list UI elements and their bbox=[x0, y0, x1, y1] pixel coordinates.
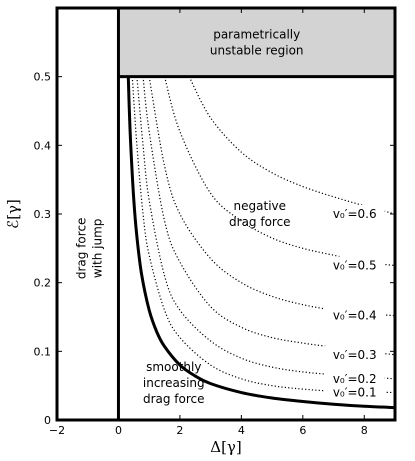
series-label-bg-5 bbox=[324, 256, 385, 273]
region-label-unstable: parametrically unstable region bbox=[210, 27, 304, 57]
x-tick-label: 0 bbox=[115, 424, 122, 437]
x-tick-label: −2 bbox=[49, 424, 65, 437]
y-tick-label: 0.2 bbox=[34, 277, 52, 290]
series-line-6 bbox=[188, 76, 396, 215]
region-label-negative: negative drag force bbox=[229, 199, 291, 229]
unstable-region-fill bbox=[118, 8, 396, 77]
series-label-4: v₀′=0.4 bbox=[333, 309, 377, 323]
series-label-5: v₀′=0.5 bbox=[333, 259, 377, 273]
series-label-2: v₀′=0.2 bbox=[333, 372, 377, 386]
x-tick-label: 8 bbox=[361, 424, 368, 437]
series-label-bg-6 bbox=[324, 205, 385, 221]
region-label-jump-line: drag force bbox=[75, 218, 89, 280]
y-tick-label: 0.5 bbox=[34, 71, 52, 84]
y-tick-label: 0.3 bbox=[34, 208, 52, 221]
ticks-layer: −2 0 2 4 6 800.10.20.30.40.5 bbox=[34, 8, 395, 437]
series-label-bg-3 bbox=[324, 345, 385, 362]
x-tick-label: 6 bbox=[299, 424, 306, 437]
region-label-negative-line: drag force bbox=[229, 215, 291, 229]
region-label-negative-line: negative bbox=[234, 199, 286, 213]
series-label-1: v₀′=0.1 bbox=[333, 386, 377, 400]
y-axis-label: ℰ[γ] bbox=[4, 199, 22, 229]
series-label-6: v₀′=0.6 bbox=[333, 207, 377, 221]
region-label-unstable-line: parametrically bbox=[213, 27, 300, 41]
series-label-3: v₀′=0.3 bbox=[333, 348, 377, 362]
x-tick-label: 4 bbox=[238, 424, 245, 437]
region-label-smooth-line: drag force bbox=[143, 392, 205, 406]
y-tick-label: 0.4 bbox=[34, 139, 52, 152]
series-line-2 bbox=[136, 76, 396, 380]
series-line-5 bbox=[163, 76, 396, 267]
region-label-smooth-line: increasing bbox=[143, 376, 205, 390]
region-label-jump-line: with jump bbox=[91, 219, 105, 279]
y-tick-label: 0.1 bbox=[34, 345, 52, 358]
region-label-jump: drag force with jump bbox=[75, 218, 105, 280]
curve-labels: v₀′=0.1v₀′=0.2 v₀′=0.3 v₀′=0.4 v₀′=0.5 v₀′=0… bbox=[324, 205, 385, 400]
x-tick-label: 2 bbox=[176, 424, 183, 437]
y-tick-label: 0 bbox=[44, 414, 51, 427]
x-axis-label: Δ[γ] bbox=[210, 438, 242, 456]
series-label-bg-1 bbox=[324, 383, 385, 400]
series-label-bg-2 bbox=[324, 369, 385, 386]
series-label-bg-4 bbox=[324, 306, 385, 323]
series-layer bbox=[131, 76, 396, 394]
region-label-smooth: smoothly increasing drag force bbox=[143, 360, 205, 406]
boundary-curve bbox=[126, 76, 396, 410]
region-label-unstable-line: unstable region bbox=[210, 43, 304, 57]
region-label-smooth-line: smoothly bbox=[146, 360, 201, 374]
series-line-1 bbox=[131, 76, 396, 394]
series-line-4 bbox=[148, 76, 396, 317]
